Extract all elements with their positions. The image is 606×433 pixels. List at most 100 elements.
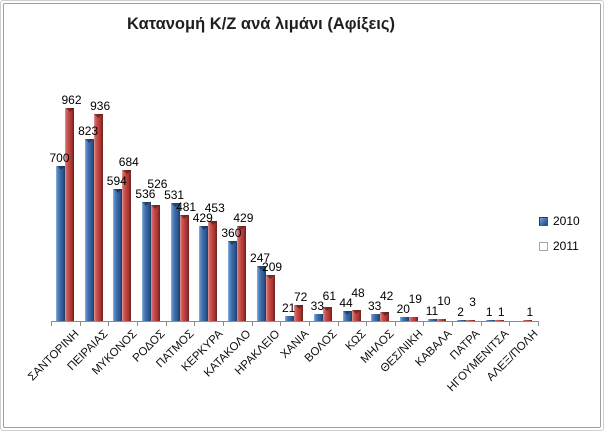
bar-2010-11 bbox=[371, 313, 381, 321]
category-label-10: ΚΩΣ bbox=[343, 328, 369, 354]
value-label-2011-13: 10 bbox=[437, 293, 451, 308]
bar-2011-8 bbox=[294, 305, 304, 321]
value-label-2011-7: 209 bbox=[262, 259, 283, 274]
value-label-2011-5: 453 bbox=[204, 201, 225, 216]
value-label-2011-4: 481 bbox=[176, 199, 197, 214]
bar-2011-15 bbox=[494, 319, 504, 321]
x-axis-tick bbox=[222, 322, 224, 326]
bar-2010-9 bbox=[313, 313, 323, 321]
bar-2010-2 bbox=[113, 189, 123, 321]
bar-top-notch bbox=[171, 203, 180, 208]
value-label-2011-15: 1 bbox=[497, 304, 505, 319]
bar-2010-7 bbox=[256, 266, 266, 321]
value-label-2011-1: 936 bbox=[90, 98, 111, 113]
bar-top-notch bbox=[294, 305, 303, 310]
bar-2010-6 bbox=[227, 241, 237, 321]
value-label-2011-12: 19 bbox=[408, 291, 422, 306]
bar-top-notch bbox=[199, 226, 208, 231]
bar-2011-14 bbox=[466, 319, 476, 321]
bar-top-notch bbox=[208, 220, 217, 225]
x-axis-tick bbox=[394, 322, 396, 326]
bar-2011-13 bbox=[437, 318, 447, 321]
bar-2010-4 bbox=[170, 203, 180, 321]
value-label-2011-6: 429 bbox=[233, 211, 254, 226]
x-axis-tick bbox=[51, 322, 52, 326]
bar-2010-3 bbox=[141, 202, 151, 321]
x-axis-tick bbox=[337, 322, 339, 326]
bar-2011-12 bbox=[408, 316, 418, 321]
bar-top-notch bbox=[151, 204, 160, 209]
bar-2010-14 bbox=[457, 319, 467, 321]
bar-2011-5 bbox=[208, 220, 218, 321]
bar-2010-5 bbox=[199, 226, 209, 321]
value-label-2010-11: 33 bbox=[367, 298, 382, 313]
value-label-2010-2: 594 bbox=[106, 174, 127, 189]
bar-2010-13 bbox=[428, 318, 438, 321]
bar-2011-11 bbox=[380, 311, 390, 321]
bar-top-notch bbox=[113, 189, 122, 194]
x-axis-tick bbox=[366, 322, 368, 326]
bar-2011-9 bbox=[322, 307, 332, 321]
value-label-2011-8: 72 bbox=[294, 290, 308, 305]
bar-2011-0 bbox=[65, 108, 74, 321]
bar-2011-1 bbox=[93, 113, 103, 321]
legend-label-2010: 2010 bbox=[553, 214, 580, 228]
value-label-2011-0: 962 bbox=[61, 93, 82, 107]
bar-2010-12 bbox=[399, 316, 409, 321]
x-axis-tick bbox=[280, 322, 282, 326]
value-label-2011-16: 1 bbox=[526, 304, 534, 319]
value-label-2010-1: 823 bbox=[78, 123, 99, 138]
value-label-2011-2: 684 bbox=[118, 154, 139, 169]
value-label-2010-13: 11 bbox=[425, 303, 439, 318]
bar-2011-10 bbox=[351, 310, 361, 321]
bar-2010-15 bbox=[485, 319, 495, 321]
legend-entry-2011: 2011 bbox=[539, 240, 580, 252]
bar-2011-4 bbox=[179, 214, 189, 321]
bar-top-notch bbox=[142, 202, 151, 207]
legend-swatch-2010-icon bbox=[539, 216, 548, 226]
value-label-2011-9: 61 bbox=[322, 288, 337, 303]
value-label-2010-15: 1 bbox=[485, 304, 493, 319]
x-axis-tick bbox=[136, 322, 138, 326]
bar-top-notch bbox=[323, 307, 332, 312]
bar-2011-2 bbox=[122, 169, 132, 321]
legend-swatch-2011-icon bbox=[539, 241, 548, 251]
value-label-2011-11: 42 bbox=[379, 288, 394, 303]
value-label-2010-3: 536 bbox=[135, 187, 156, 202]
bar-top-notch bbox=[343, 311, 351, 316]
value-label-2010-8: 21 bbox=[282, 301, 296, 316]
legend-entry-2010: 2010 bbox=[539, 215, 580, 227]
x-axis-tick bbox=[79, 322, 81, 326]
bar-top-notch bbox=[85, 138, 94, 143]
bar-top-notch bbox=[56, 166, 65, 171]
bar-2010-8 bbox=[285, 316, 295, 321]
x-axis-tick bbox=[194, 322, 196, 326]
bar-2010-10 bbox=[342, 311, 352, 321]
x-axis-tick bbox=[509, 322, 511, 326]
bar-2010-1 bbox=[84, 138, 94, 321]
legend: 2010 2011 bbox=[539, 215, 580, 265]
bar-top-notch bbox=[266, 274, 275, 279]
x-axis-line bbox=[51, 321, 540, 322]
bar-top-notch bbox=[352, 310, 360, 315]
legend-label-2011: 2011 bbox=[553, 239, 579, 253]
bar-top-notch bbox=[65, 108, 74, 112]
bar-2011-3 bbox=[150, 204, 160, 321]
value-label-2011-3: 526 bbox=[147, 177, 168, 192]
value-label-2010-10: 44 bbox=[339, 296, 353, 311]
value-label-2011-10: 48 bbox=[351, 286, 365, 301]
bar-2011-7 bbox=[265, 274, 275, 321]
value-label-2010-0: 700 bbox=[49, 151, 70, 166]
bar-top-notch bbox=[228, 241, 237, 246]
bar-top-notch bbox=[180, 214, 189, 219]
value-label-2010-6: 360 bbox=[221, 226, 242, 241]
bar-top-notch bbox=[122, 169, 131, 174]
bar-top-notch bbox=[94, 113, 103, 118]
x-axis-tick bbox=[108, 322, 110, 326]
x-axis-tick bbox=[308, 322, 310, 326]
value-label-2011-14: 3 bbox=[469, 294, 476, 309]
bar-2011-16 bbox=[523, 319, 533, 321]
x-axis-tick bbox=[480, 322, 482, 326]
